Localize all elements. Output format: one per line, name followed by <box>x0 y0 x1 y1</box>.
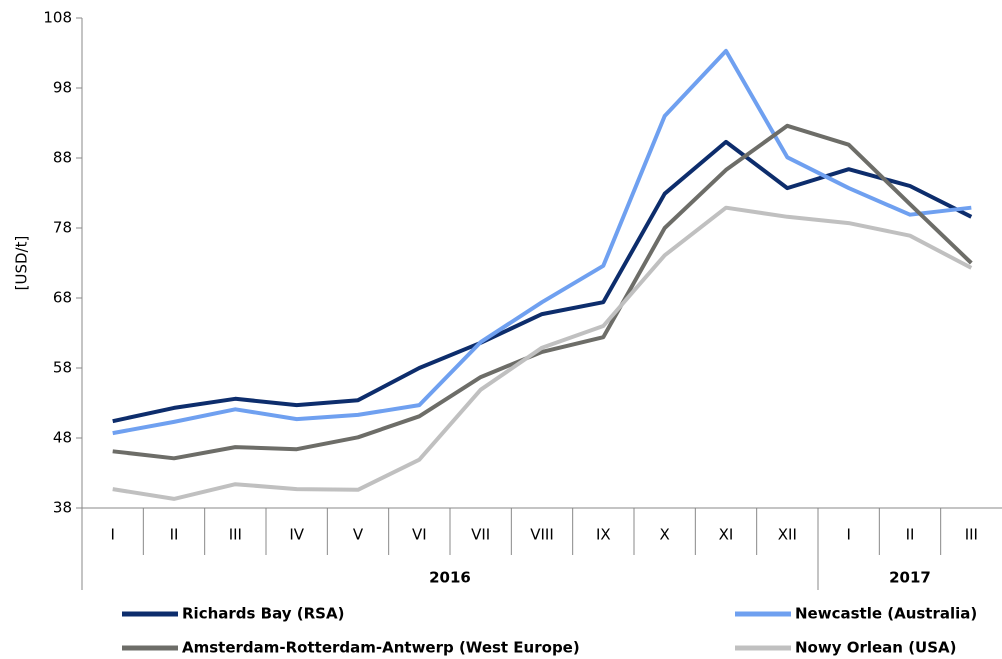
x-tick-label: VIII <box>530 526 554 544</box>
y-tick-label: 78 <box>53 219 72 237</box>
series-line <box>112 123 973 461</box>
x-tick-label: IX <box>596 526 611 544</box>
x-tick-label: III <box>229 526 242 544</box>
legend-label: Nowy Orlean (USA) <box>795 639 957 657</box>
legend-label: Amsterdam-Rotterdam-Antwerp (West Europe… <box>182 639 580 657</box>
y-tick-label: 68 <box>53 289 72 307</box>
series-line <box>112 139 973 424</box>
x-tick-label: II <box>906 526 915 544</box>
x-tick-label: III <box>965 526 978 544</box>
legend-label: Newcastle (Australia) <box>795 605 977 623</box>
y-tick-label: 98 <box>53 79 72 97</box>
x-tick-label: VI <box>412 526 427 544</box>
x-tick-label: VII <box>471 526 490 544</box>
x-tick-label: I <box>846 526 850 544</box>
legend-label: Richards Bay (RSA) <box>182 605 344 623</box>
group-label: 2017 <box>889 569 931 587</box>
x-tick-label: I <box>110 526 114 544</box>
y-tick-label: 88 <box>53 149 72 167</box>
x-tick-label: XII <box>778 526 797 544</box>
y-tick-label: 58 <box>53 359 72 377</box>
x-tick-label: V <box>353 526 364 544</box>
group-label: 2016 <box>429 569 471 587</box>
y-tick-label: 38 <box>53 499 72 517</box>
x-tick-label: XI <box>719 526 734 544</box>
y-axis-label: [USD/t] <box>13 236 31 291</box>
x-tick-label: IV <box>289 526 304 544</box>
x-tick-label: II <box>170 526 179 544</box>
series-line <box>112 205 973 501</box>
y-tick-label: 48 <box>53 429 72 447</box>
y-tick-label: 108 <box>43 9 72 27</box>
series-line <box>112 48 972 436</box>
x-tick-label: X <box>660 526 670 544</box>
